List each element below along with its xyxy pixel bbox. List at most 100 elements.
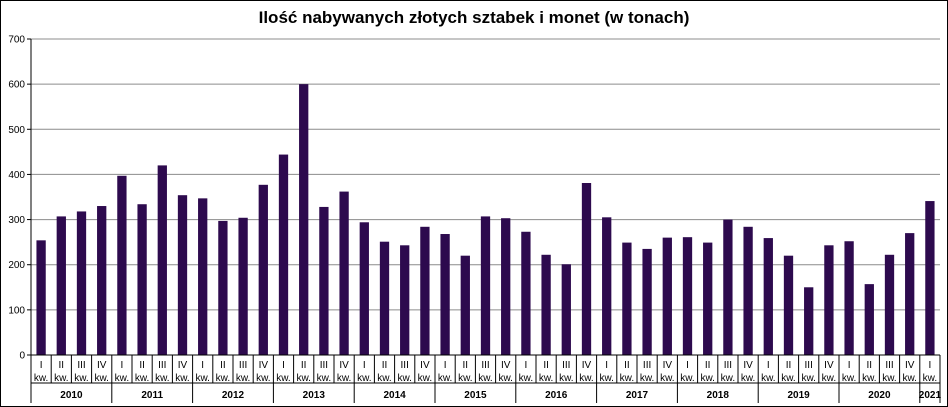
year-label: 2011 [141,390,163,401]
x-tick-label: I [201,360,204,371]
year-label: 2020 [868,390,891,401]
x-tick-suffix: kw. [559,373,573,384]
x-tick-label: III [885,360,893,371]
bar [804,287,814,355]
year-label: 2018 [707,390,730,401]
y-tick-label: 700 [8,35,25,46]
x-tick-label: II [463,360,469,371]
bar [319,206,329,355]
x-tick-suffix: kw. [175,373,189,384]
x-tick-suffix: kw. [478,373,492,384]
year-label: 2010 [60,390,83,401]
x-tick-label: II [705,360,711,371]
x-tick-suffix: kw. [741,373,755,384]
y-tick-label: 0 [19,351,25,362]
x-tick-label: IV [420,360,430,371]
year-label: 2016 [545,390,568,401]
y-tick-label: 300 [8,215,25,226]
x-tick-label: III [239,360,247,371]
bar [198,198,208,355]
x-tick-label: IV [663,360,673,371]
bar [682,237,693,355]
bars [36,84,935,356]
x-tick-label: IV [97,360,107,371]
x-tick-label: II [382,360,388,371]
x-tick-label: I [444,360,447,371]
x-tick-suffix: kw. [296,373,310,384]
bar [117,175,127,355]
x-tick-suffix: kw. [276,373,290,384]
x-tick-suffix: kw. [923,373,937,384]
chart-title: Ilość nabywanych złotych sztabek i monet… [258,8,690,27]
y-tick-label: 500 [8,125,25,136]
bar [844,241,854,355]
x-tick-suffix: kw. [599,373,613,384]
bar [622,242,632,355]
x-tick-label: III [562,360,570,371]
x-tick-label: IV [824,360,834,371]
x-tick-suffix: kw. [700,373,714,384]
x-tick-label: I [282,360,285,371]
x-tick-label: IV [178,360,188,371]
x-tick-suffix: kw. [94,373,108,384]
bar [177,195,188,355]
x-tick-suffix: kw. [579,373,593,384]
x-tick-suffix: kw. [438,373,452,384]
x-tick-label: III [77,360,85,371]
x-tick-suffix: kw. [882,373,896,384]
x-tick-label: I [929,360,932,371]
x-tick-suffix: kw. [721,373,735,384]
x-tick-label: IV [339,360,349,371]
bar [561,264,571,355]
x-tick-suffix: kw. [822,373,836,384]
y-axis-ticks: 0 100 200 300 400 500 600 700 [8,35,31,362]
x-tick-label: III [643,360,651,371]
bar [521,231,531,355]
x-tick-label: II [543,360,549,371]
x-tick-suffix: kw. [761,373,775,384]
x-tick-label: I [848,360,851,371]
x-tick-suffix: kw. [902,373,916,384]
bar [359,222,369,355]
x-tick-suffix: kw. [135,373,149,384]
x-tick-suffix: kw. [397,373,411,384]
x-tick-suffix: kw. [34,373,48,384]
x-tick-label: I [767,360,770,371]
year-label: 2017 [626,390,649,401]
x-tick-suffix: kw. [660,373,674,384]
x-tick-label: II [220,360,226,371]
x-tick-suffix: kw. [458,373,472,384]
x-tick-label: II [867,360,873,371]
bar [218,220,228,355]
bar [76,211,87,355]
year-label: 2014 [383,390,406,401]
x-tick-suffix: kw. [640,373,654,384]
bar [703,242,713,355]
bar [56,216,66,355]
bar [541,254,551,355]
x-tick-label: II [301,360,307,371]
year-label: 2015 [464,390,487,401]
bar [460,255,470,355]
bar [157,165,167,355]
year-label: 2019 [787,390,810,401]
x-tick-label: I [525,360,528,371]
x-tick-suffix: kw. [115,373,129,384]
x-tick-label: I [686,360,689,371]
bar [299,84,309,356]
x-tick-suffix: kw. [236,373,250,384]
bar [925,201,935,355]
bar [258,184,268,355]
x-tick-label: III [401,360,409,371]
x-tick-suffix: kw. [216,373,230,384]
x-tick-suffix: kw. [317,373,331,384]
x-tick-suffix: kw. [862,373,876,384]
x-tick-suffix: kw. [539,373,553,384]
x-tick-suffix: kw. [74,373,88,384]
x-tick-suffix: kw. [519,373,533,384]
x-tick-label: I [121,360,124,371]
year-label: 2013 [303,390,326,401]
bar [339,191,349,355]
x-tick-suffix: kw. [801,373,815,384]
